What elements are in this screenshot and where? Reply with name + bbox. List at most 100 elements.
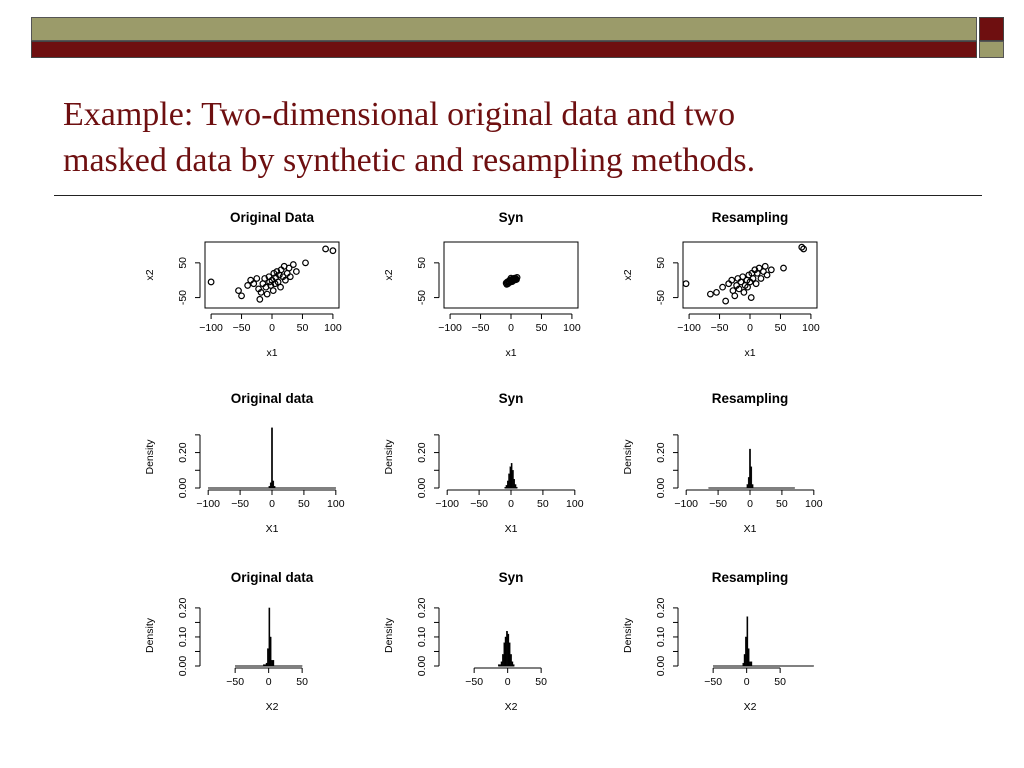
x-axis-label: X2 (266, 701, 279, 713)
slide-title-line-1: Example: Two-dimensional original data a… (63, 96, 736, 133)
plot-frame (204, 241, 340, 309)
y-tick-label: 0.10 (177, 627, 189, 648)
plot-frame (682, 241, 818, 309)
histogram-bar (509, 466, 512, 489)
histogram-bar (273, 486, 276, 489)
x-tick-label: −50 (711, 322, 729, 334)
chart-panel-2: Syn −100 −50 0 50 100 x1 -50 50 x2 (383, 210, 581, 359)
chart-panel-7: Original data −50 0 50 X2 0.00 0.10 0.20 Density (144, 570, 314, 713)
scatter-point (747, 294, 755, 301)
x-axis-label: x1 (744, 347, 755, 359)
chart-title: Syn (499, 391, 524, 406)
x-tick-label: −100 (438, 322, 462, 334)
slide-title-line-2: masked data by synthetic and resampling … (63, 142, 756, 179)
y-tick-label: 0.20 (416, 442, 428, 463)
scatter-point (713, 288, 720, 296)
y-axis-label: Density (144, 617, 156, 653)
scatter-point (282, 276, 289, 284)
y-tick-label: 50 (655, 257, 667, 269)
y-tick-label: -50 (655, 290, 667, 305)
x-tick-label: 50 (297, 322, 309, 334)
histogram-bar (743, 654, 746, 667)
histogram-bar (504, 636, 507, 667)
scatter-point (289, 261, 297, 268)
histogram-bar (742, 662, 745, 667)
x-tick-label: 50 (776, 498, 788, 510)
y-tick-label: 0.20 (177, 598, 189, 619)
scatter-point (749, 275, 757, 282)
scatter-point (253, 275, 261, 282)
y-axis-label: Density (144, 439, 156, 475)
chart-panel-3: Resampling −100 −50 0 50 100 x1 -50 50 x2 (622, 210, 820, 359)
x-tick-label: 0 (747, 322, 753, 334)
chart-title: Original data (231, 570, 314, 585)
histogram-bar (510, 463, 513, 489)
histogram-bar (502, 654, 504, 667)
scatter-point (263, 290, 271, 298)
x-tick-label: 50 (535, 676, 547, 688)
x-tick-label: 100 (327, 498, 345, 510)
chart-title: Syn (499, 210, 524, 225)
y-tick-label: 50 (416, 257, 428, 269)
y-tick-label: 0.00 (655, 656, 667, 677)
histogram-bar (515, 486, 518, 489)
y-axis-label: Density (622, 617, 634, 653)
histogram-bar (275, 487, 336, 489)
x-tick-label: 100 (566, 498, 584, 510)
chart-title: Original data (231, 391, 314, 406)
histogram-bar (234, 665, 264, 667)
chart-title: Resampling (712, 570, 789, 585)
x-tick-label: 0 (508, 322, 514, 334)
chart-panel-8: Syn −50 0 50 X2 0.00 0.10 0.20 Density (383, 570, 547, 713)
scatter-point (302, 259, 309, 267)
x-tick-label: 100 (563, 322, 581, 334)
x-axis-label: x1 (266, 347, 277, 359)
y-tick-label: 0.00 (655, 478, 667, 499)
histogram-bar (267, 648, 269, 667)
x-axis-label: x1 (505, 347, 516, 359)
scatter-point (292, 268, 300, 275)
scatter-point (250, 280, 258, 288)
histogram-bar (513, 478, 515, 489)
histogram-bar (747, 477, 750, 489)
x-tick-label: −100 (435, 498, 459, 510)
x-tick-label: 0 (266, 676, 272, 688)
y-axis-label: x2 (144, 269, 156, 280)
scatter-point (757, 275, 765, 282)
histogram-bar (751, 665, 814, 667)
chart-panel-5: Syn −100 −50 0 50 100 X1 0.00 0.20 Density (383, 391, 584, 535)
x-tick-label: 0 (269, 498, 275, 510)
x-tick-label: −50 (472, 322, 490, 334)
histogram-bar (507, 480, 509, 489)
scatter-point (274, 278, 282, 286)
y-tick-label: 50 (177, 257, 189, 269)
scatter-point (256, 295, 264, 303)
x-tick-label: 0 (744, 676, 750, 688)
scatter-point (322, 245, 330, 253)
scatter-point (329, 247, 337, 255)
chart-panel-1: Original Data −100 −50 0 50 100 x1 -50 50 x2 (144, 210, 342, 359)
histogram-bar (713, 665, 743, 667)
histogram-bar (271, 660, 275, 667)
histogram-bar (503, 642, 506, 667)
histogram-bar (504, 486, 507, 489)
x-tick-label: −100 (196, 498, 220, 510)
scatter-point (247, 276, 255, 284)
chart-panel-4: Original data −100 −50 0 50 100 X1 0.00 0.20 Dens… (144, 391, 345, 535)
x-tick-label: 0 (747, 498, 753, 510)
scatter-point (207, 278, 215, 286)
x-axis-label: X2 (744, 701, 757, 713)
scatter-point (285, 264, 293, 272)
histogram-bar (269, 636, 272, 667)
x-tick-label: −100 (199, 322, 223, 334)
x-tick-label: −50 (709, 498, 727, 510)
header-olive-square (979, 41, 1004, 58)
histogram-bar (271, 427, 273, 489)
histogram-bar (749, 661, 753, 667)
scatter-point (513, 276, 520, 283)
scatter-point (257, 288, 265, 296)
y-tick-label: 0.10 (416, 627, 428, 648)
y-tick-label: 0.10 (655, 627, 667, 648)
x-axis-label: X1 (505, 523, 518, 535)
